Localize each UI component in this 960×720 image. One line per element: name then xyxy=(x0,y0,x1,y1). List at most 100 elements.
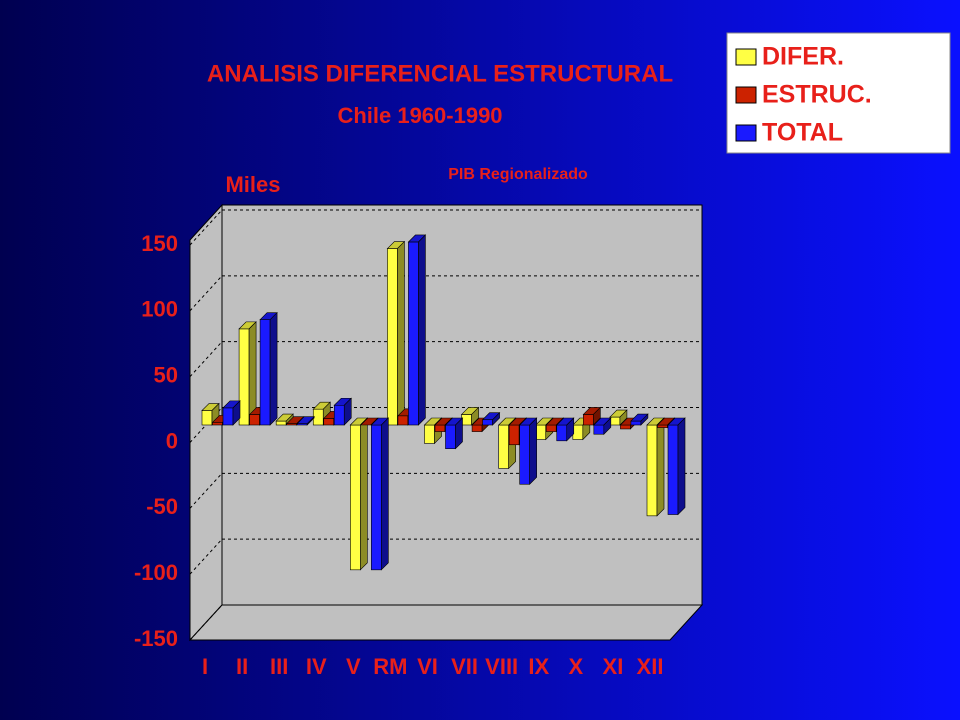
bar-front xyxy=(259,319,271,426)
y-tick-label: 0 xyxy=(166,428,178,453)
bar xyxy=(444,417,464,450)
bar-side xyxy=(677,417,686,516)
x-tick-label: V xyxy=(346,654,361,679)
bar xyxy=(386,240,406,426)
bar-side xyxy=(566,417,575,442)
legend-label: TOTAL xyxy=(762,119,843,147)
bar xyxy=(582,406,602,426)
bar-front xyxy=(371,424,382,571)
y-tick-label: 50 xyxy=(154,362,178,387)
bar-front xyxy=(387,248,398,426)
bar-front xyxy=(583,414,594,426)
bar-front xyxy=(222,407,234,426)
y-tick-label: -50 xyxy=(146,494,178,519)
bar-front xyxy=(498,424,509,469)
bar-front xyxy=(482,419,493,426)
bar-front xyxy=(572,424,584,440)
bar-front xyxy=(667,424,679,515)
x-tick-label: XI xyxy=(603,654,624,679)
y-tick-label: 100 xyxy=(141,297,178,322)
grid-line xyxy=(189,538,702,575)
bar-front xyxy=(312,408,324,426)
bar-front xyxy=(630,420,642,426)
bar-front xyxy=(212,422,223,426)
bar-side xyxy=(269,311,278,426)
legend-box xyxy=(726,32,951,154)
bar-side xyxy=(471,406,479,426)
bar-side xyxy=(343,397,352,426)
bar-front xyxy=(333,404,345,426)
x-tick-label: RM xyxy=(373,654,407,679)
bar-front xyxy=(424,424,435,444)
bar xyxy=(460,406,480,426)
annotation: PIB Regionalizado xyxy=(448,166,588,183)
floor xyxy=(188,604,704,641)
grid-line xyxy=(189,209,702,246)
bar-side xyxy=(381,417,389,571)
bar xyxy=(222,400,241,426)
y-tick-label: 150 xyxy=(141,231,178,256)
x-tick-label: I xyxy=(202,654,208,679)
bar-front xyxy=(323,418,335,426)
legend-swatch xyxy=(735,48,757,66)
legend-swatch xyxy=(735,86,757,104)
x-tick-label: X xyxy=(568,654,583,679)
bar xyxy=(556,417,575,442)
legend-label: DIFER. xyxy=(762,43,844,71)
y-tick-label: -150 xyxy=(134,626,178,651)
back-wall xyxy=(221,204,703,606)
bar-side xyxy=(656,417,665,517)
grid-segment xyxy=(189,209,223,246)
bar xyxy=(407,234,427,426)
bar-side xyxy=(306,415,315,426)
grid-line xyxy=(189,275,702,312)
bar-front xyxy=(471,424,483,432)
bar-front xyxy=(657,424,668,428)
x-tick-label: VII xyxy=(451,654,478,679)
bar xyxy=(296,415,315,426)
x-tick-label: VI xyxy=(417,654,438,679)
legend-label: ESTRUC. xyxy=(762,81,872,109)
y-axis-label: Miles xyxy=(225,172,280,197)
bar-front xyxy=(519,424,530,485)
bar-side xyxy=(418,234,426,426)
bar-side xyxy=(370,417,379,426)
y-tick-label: -100 xyxy=(134,560,178,585)
x-tick-label: VIII xyxy=(485,654,518,679)
bar xyxy=(349,417,369,571)
grid-segment xyxy=(189,275,223,312)
bar xyxy=(259,311,278,426)
bar-side xyxy=(492,412,500,426)
bar-front xyxy=(350,424,361,571)
grid-line xyxy=(189,407,702,443)
x-tick-label: IX xyxy=(528,654,549,679)
bar-side xyxy=(593,406,601,426)
bar-front xyxy=(238,328,250,426)
bar-front xyxy=(593,424,605,435)
x-tick-label: IV xyxy=(306,654,327,679)
bar-side xyxy=(529,417,537,485)
bar-front xyxy=(408,241,419,426)
bar xyxy=(667,417,686,516)
x-tick-label: XII xyxy=(637,654,664,679)
bar xyxy=(238,321,257,426)
x-tick-label: III xyxy=(270,654,288,679)
bar-front xyxy=(249,414,260,426)
bar xyxy=(609,409,628,426)
bar xyxy=(370,417,390,571)
bar xyxy=(646,417,665,517)
bar-side xyxy=(397,240,405,426)
bar-front xyxy=(434,424,446,432)
bar-front xyxy=(508,424,520,446)
bar-front xyxy=(461,414,472,426)
bar-front xyxy=(609,416,621,426)
bar-front xyxy=(545,424,557,432)
bar-front xyxy=(535,424,547,440)
legend: DIFER. ESTRUC. TOTAL xyxy=(726,32,951,154)
bar xyxy=(593,417,612,435)
bar-front xyxy=(445,424,456,450)
bar-side xyxy=(619,409,628,426)
bar-side xyxy=(360,417,368,571)
bar xyxy=(630,413,649,426)
